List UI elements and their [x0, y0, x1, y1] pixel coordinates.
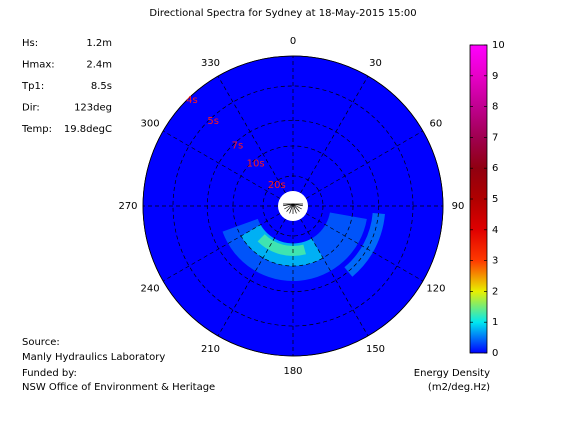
stat-label: Temp: — [21, 124, 52, 135]
colorbar-tick-label: 3 — [492, 256, 498, 267]
stat-value: 19.8degC — [64, 124, 112, 135]
direction-spoke — [162, 213, 281, 282]
direction-label: 270 — [118, 201, 137, 212]
direction-spoke — [305, 213, 424, 282]
colorbar-title: Energy Density — [414, 368, 490, 379]
stat-label: Tp1: — [21, 81, 44, 92]
direction-label: 180 — [283, 366, 302, 377]
direction-spoke — [217, 218, 286, 337]
direction-spoke — [217, 75, 286, 194]
center-star — [292, 203, 302, 210]
colorbar-units: (m2/deg.Hz) — [428, 382, 490, 393]
direction-label: 240 — [141, 284, 160, 295]
spectrum-patch — [344, 212, 385, 277]
direction-label: 90 — [452, 201, 465, 212]
direction-label: 60 — [430, 119, 443, 130]
colorbar-tick-label: 9 — [492, 71, 498, 82]
stat-label: Hmax: — [22, 60, 55, 71]
colorbar-tick-label: 0 — [492, 348, 498, 359]
funded: NSW Office of Environment & Heritage — [22, 382, 215, 393]
center-star — [286, 203, 294, 212]
colorbar-tick-label: 7 — [492, 132, 498, 143]
direction-label: 120 — [426, 284, 445, 295]
stat-value: 2.4m — [86, 60, 112, 71]
stat-value: 8.5s — [91, 81, 112, 92]
colorbar-tick-label: 10 — [492, 40, 505, 51]
spectrum-patch — [257, 234, 306, 256]
period-label: 4s — [186, 95, 198, 106]
stat-value: 123deg — [74, 103, 112, 114]
colorbar-tick-label: 4 — [492, 225, 498, 236]
colorbar-tick-label: 2 — [492, 286, 498, 297]
direction-label: 330 — [201, 58, 220, 69]
colorbar-tick-label: 5 — [492, 194, 498, 205]
direction-label: 210 — [201, 344, 220, 355]
period-label: 20s — [268, 180, 286, 191]
period-label: 10s — [247, 159, 265, 170]
direction-label: 0 — [290, 36, 296, 47]
direction-label: 150 — [366, 344, 385, 355]
center-star — [292, 203, 300, 212]
stat-label: Dir: — [22, 103, 40, 114]
source: Manly Hydraulics Laboratory — [22, 352, 165, 363]
stat-label: Hs: — [22, 38, 38, 49]
period-label: 7s — [232, 140, 244, 151]
funded-label: Funded by: — [22, 368, 77, 379]
stat-value: 1.2m — [86, 38, 112, 49]
source-label: Source: — [22, 337, 60, 348]
colorbar-tick-label: 1 — [492, 317, 498, 328]
direction-spoke — [300, 218, 369, 337]
direction-spoke — [162, 130, 281, 199]
direction-spoke — [305, 130, 424, 199]
center-star — [289, 203, 294, 214]
center-star — [284, 203, 294, 210]
colorbar-tick-label: 6 — [492, 163, 498, 174]
direction-label: 300 — [141, 119, 160, 130]
colorbar-tick-label: 8 — [492, 102, 498, 113]
period-label: 5s — [207, 116, 219, 127]
center-star — [292, 203, 297, 214]
direction-label: 30 — [369, 58, 382, 69]
direction-spoke — [300, 75, 369, 194]
chart-title: Directional Spectra for Sydney at 18-May… — [149, 8, 416, 19]
